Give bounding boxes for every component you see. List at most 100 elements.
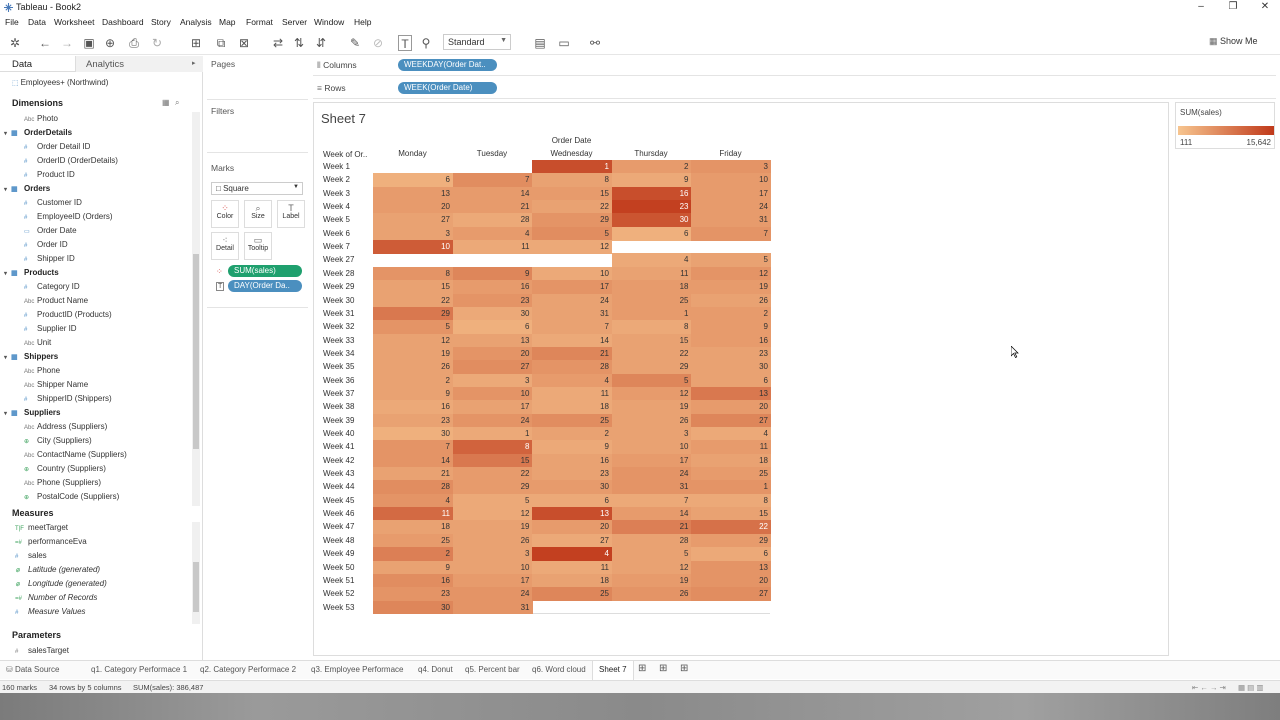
- rows-shelf[interactable]: ≡ Rows WEEK(Order Date): [313, 79, 1276, 99]
- dimension-field-unit[interactable]: Abc Unit: [24, 338, 51, 347]
- row-header[interactable]: Week 39: [323, 415, 355, 425]
- menu-file[interactable]: File: [5, 17, 19, 27]
- heatmap-cell[interactable]: 14: [611, 507, 692, 521]
- heatmap-cell[interactable]: 24: [532, 293, 612, 308]
- heatmap-cell[interactable]: 12: [691, 266, 771, 281]
- table-group-shippers[interactable]: ▾ ▦ Shippers: [4, 352, 58, 361]
- menu-window[interactable]: Window: [314, 17, 345, 27]
- heatmap-cell[interactable]: 20: [691, 400, 771, 415]
- heatmap-cell[interactable]: 2: [373, 547, 453, 561]
- heatmap-cell[interactable]: 28: [452, 213, 533, 228]
- heatmap-cell[interactable]: 7: [373, 440, 453, 455]
- worksheet-canvas[interactable]: [313, 102, 1169, 656]
- heatmap-cell[interactable]: 25: [691, 467, 771, 481]
- heatmap-cell[interactable]: 22: [611, 346, 692, 361]
- heatmap-cell[interactable]: 1: [532, 160, 612, 174]
- heatmap-cell[interactable]: 6: [452, 320, 533, 335]
- heatmap-cell[interactable]: 22: [452, 467, 533, 481]
- heatmap-cell[interactable]: 18: [373, 520, 453, 535]
- new-datasource-icon[interactable]: ⊕: [104, 36, 116, 50]
- row-header[interactable]: Week 42: [323, 455, 355, 465]
- row-header[interactable]: Week 53: [323, 602, 355, 612]
- row-header[interactable]: Week 47: [323, 522, 355, 532]
- measures-scroll-thumb[interactable]: [193, 562, 199, 612]
- parameter-item[interactable]: # salesTarget: [15, 646, 69, 655]
- dimension-field-shipper-name[interactable]: Abc Shipper Name: [24, 380, 88, 389]
- heatmap-cell[interactable]: 13: [452, 333, 533, 348]
- row-header[interactable]: Week 46: [323, 509, 355, 519]
- color-legend[interactable]: SUM(sales) 111 15,642: [1175, 102, 1275, 149]
- heatmap-cell[interactable]: 8: [373, 266, 453, 281]
- column-header-wednesday[interactable]: Wednesday: [550, 149, 593, 158]
- measure-field-latitude-generated[interactable]: ⊕ Latitude (generated): [15, 565, 100, 574]
- heatmap-cell[interactable]: 16: [373, 573, 453, 588]
- heatmap-cell[interactable]: 29: [373, 306, 453, 321]
- swap-icon[interactable]: ⇄: [272, 36, 284, 50]
- heatmap-cell[interactable]: 22: [691, 520, 771, 535]
- heatmap-cell[interactable]: 23: [373, 587, 453, 602]
- dimension-field-productid-products[interactable]: # ProductID (Products): [24, 310, 112, 319]
- share-icon[interactable]: ⚯: [589, 36, 601, 50]
- heatmap-cell[interactable]: 21: [532, 346, 612, 361]
- heatmap-cell[interactable]: 24: [452, 587, 533, 602]
- heatmap-cell[interactable]: 14: [532, 333, 612, 348]
- heatmap-cell[interactable]: 18: [691, 453, 771, 468]
- heatmap-cell[interactable]: 26: [373, 360, 453, 375]
- tooltip-button[interactable]: ▭ Tooltip: [244, 232, 272, 260]
- mark-type-dropdown[interactable]: □ Square ▼: [211, 182, 303, 195]
- heatmap-cell[interactable]: 6: [611, 226, 692, 241]
- tab-sheet-7[interactable]: Sheet 7: [592, 661, 634, 680]
- row-header[interactable]: Week 52: [323, 589, 355, 599]
- pages-card[interactable]: Pages: [207, 56, 308, 100]
- row-header[interactable]: Week 3: [323, 188, 350, 198]
- heatmap-cell[interactable]: 28: [532, 360, 612, 375]
- measure-field-number-of-records[interactable]: =# Number of Records: [15, 593, 97, 602]
- row-header[interactable]: Week 31: [323, 308, 355, 318]
- detail-button[interactable]: ⁖ Detail: [211, 232, 239, 260]
- heatmap-cell[interactable]: 23: [532, 467, 612, 481]
- heatmap-cell[interactable]: 9: [373, 560, 453, 575]
- heatmap-cell[interactable]: 23: [691, 346, 771, 361]
- measure-field-measure-values[interactable]: # Measure Values: [15, 607, 86, 616]
- heatmap-cell[interactable]: 17: [691, 186, 771, 201]
- heatmap-cell[interactable]: 19: [611, 573, 692, 588]
- heatmap-cell[interactable]: 9: [532, 440, 612, 455]
- heatmap-cell[interactable]: 5: [373, 320, 453, 335]
- sum-sales-pill[interactable]: SUM(sales): [228, 265, 302, 277]
- heatmap-cell[interactable]: 19: [373, 346, 453, 361]
- refresh-icon[interactable]: ↻: [151, 36, 163, 50]
- table-group-products[interactable]: ▾ ▦ Products: [4, 268, 59, 277]
- collapse-icon[interactable]: ▾: [4, 411, 8, 417]
- heatmap-cell[interactable]: 27: [691, 413, 771, 428]
- heatmap-cell[interactable]: 23: [611, 200, 692, 214]
- close-button[interactable]: ✕: [1260, 1, 1270, 12]
- dimension-field-employeeid-orders[interactable]: # EmployeeID (Orders): [24, 212, 113, 221]
- heatmap-cell[interactable]: 27: [452, 360, 533, 375]
- heatmap-cell[interactable]: 21: [452, 200, 533, 214]
- heatmap-cell[interactable]: 1: [611, 306, 692, 321]
- row-header[interactable]: Week 37: [323, 388, 355, 398]
- heatmap-cell[interactable]: 13: [373, 186, 453, 201]
- heatmap-cell[interactable]: 26: [611, 413, 692, 428]
- heatmap-cell[interactable]: 10: [691, 173, 771, 188]
- tab-q4[interactable]: q4. Donut: [418, 665, 453, 674]
- heatmap-cell[interactable]: 7: [532, 320, 612, 335]
- sort-ascending-icon[interactable]: ⇅: [293, 36, 305, 50]
- column-header-thursday[interactable]: Thursday: [634, 149, 668, 158]
- heatmap-cell[interactable]: 26: [452, 533, 533, 548]
- heatmap-cell[interactable]: 19: [611, 400, 692, 415]
- column-header-friday[interactable]: Friday: [719, 149, 742, 158]
- heatmap-cell[interactable]: 17: [452, 573, 533, 588]
- measure-field-sales[interactable]: # sales: [15, 551, 47, 560]
- heatmap-cell[interactable]: 5: [691, 253, 771, 268]
- heatmap-cell[interactable]: 25: [373, 533, 453, 548]
- row-header[interactable]: Week 7: [323, 242, 350, 252]
- dimension-field-category-id[interactable]: # Category ID: [24, 282, 80, 291]
- dimension-field-city-suppliers[interactable]: ⊕ City (Suppliers): [24, 436, 92, 445]
- heatmap-cell[interactable]: 1: [691, 480, 771, 495]
- heatmap-cell[interactable]: 2: [373, 373, 453, 388]
- heatmap-cell[interactable]: 8: [532, 173, 612, 188]
- dimension-field-photo[interactable]: Abc Photo: [24, 114, 58, 123]
- tab-q3[interactable]: q3. Employee Performace: [311, 665, 404, 674]
- heatmap-cell[interactable]: 1: [452, 427, 533, 441]
